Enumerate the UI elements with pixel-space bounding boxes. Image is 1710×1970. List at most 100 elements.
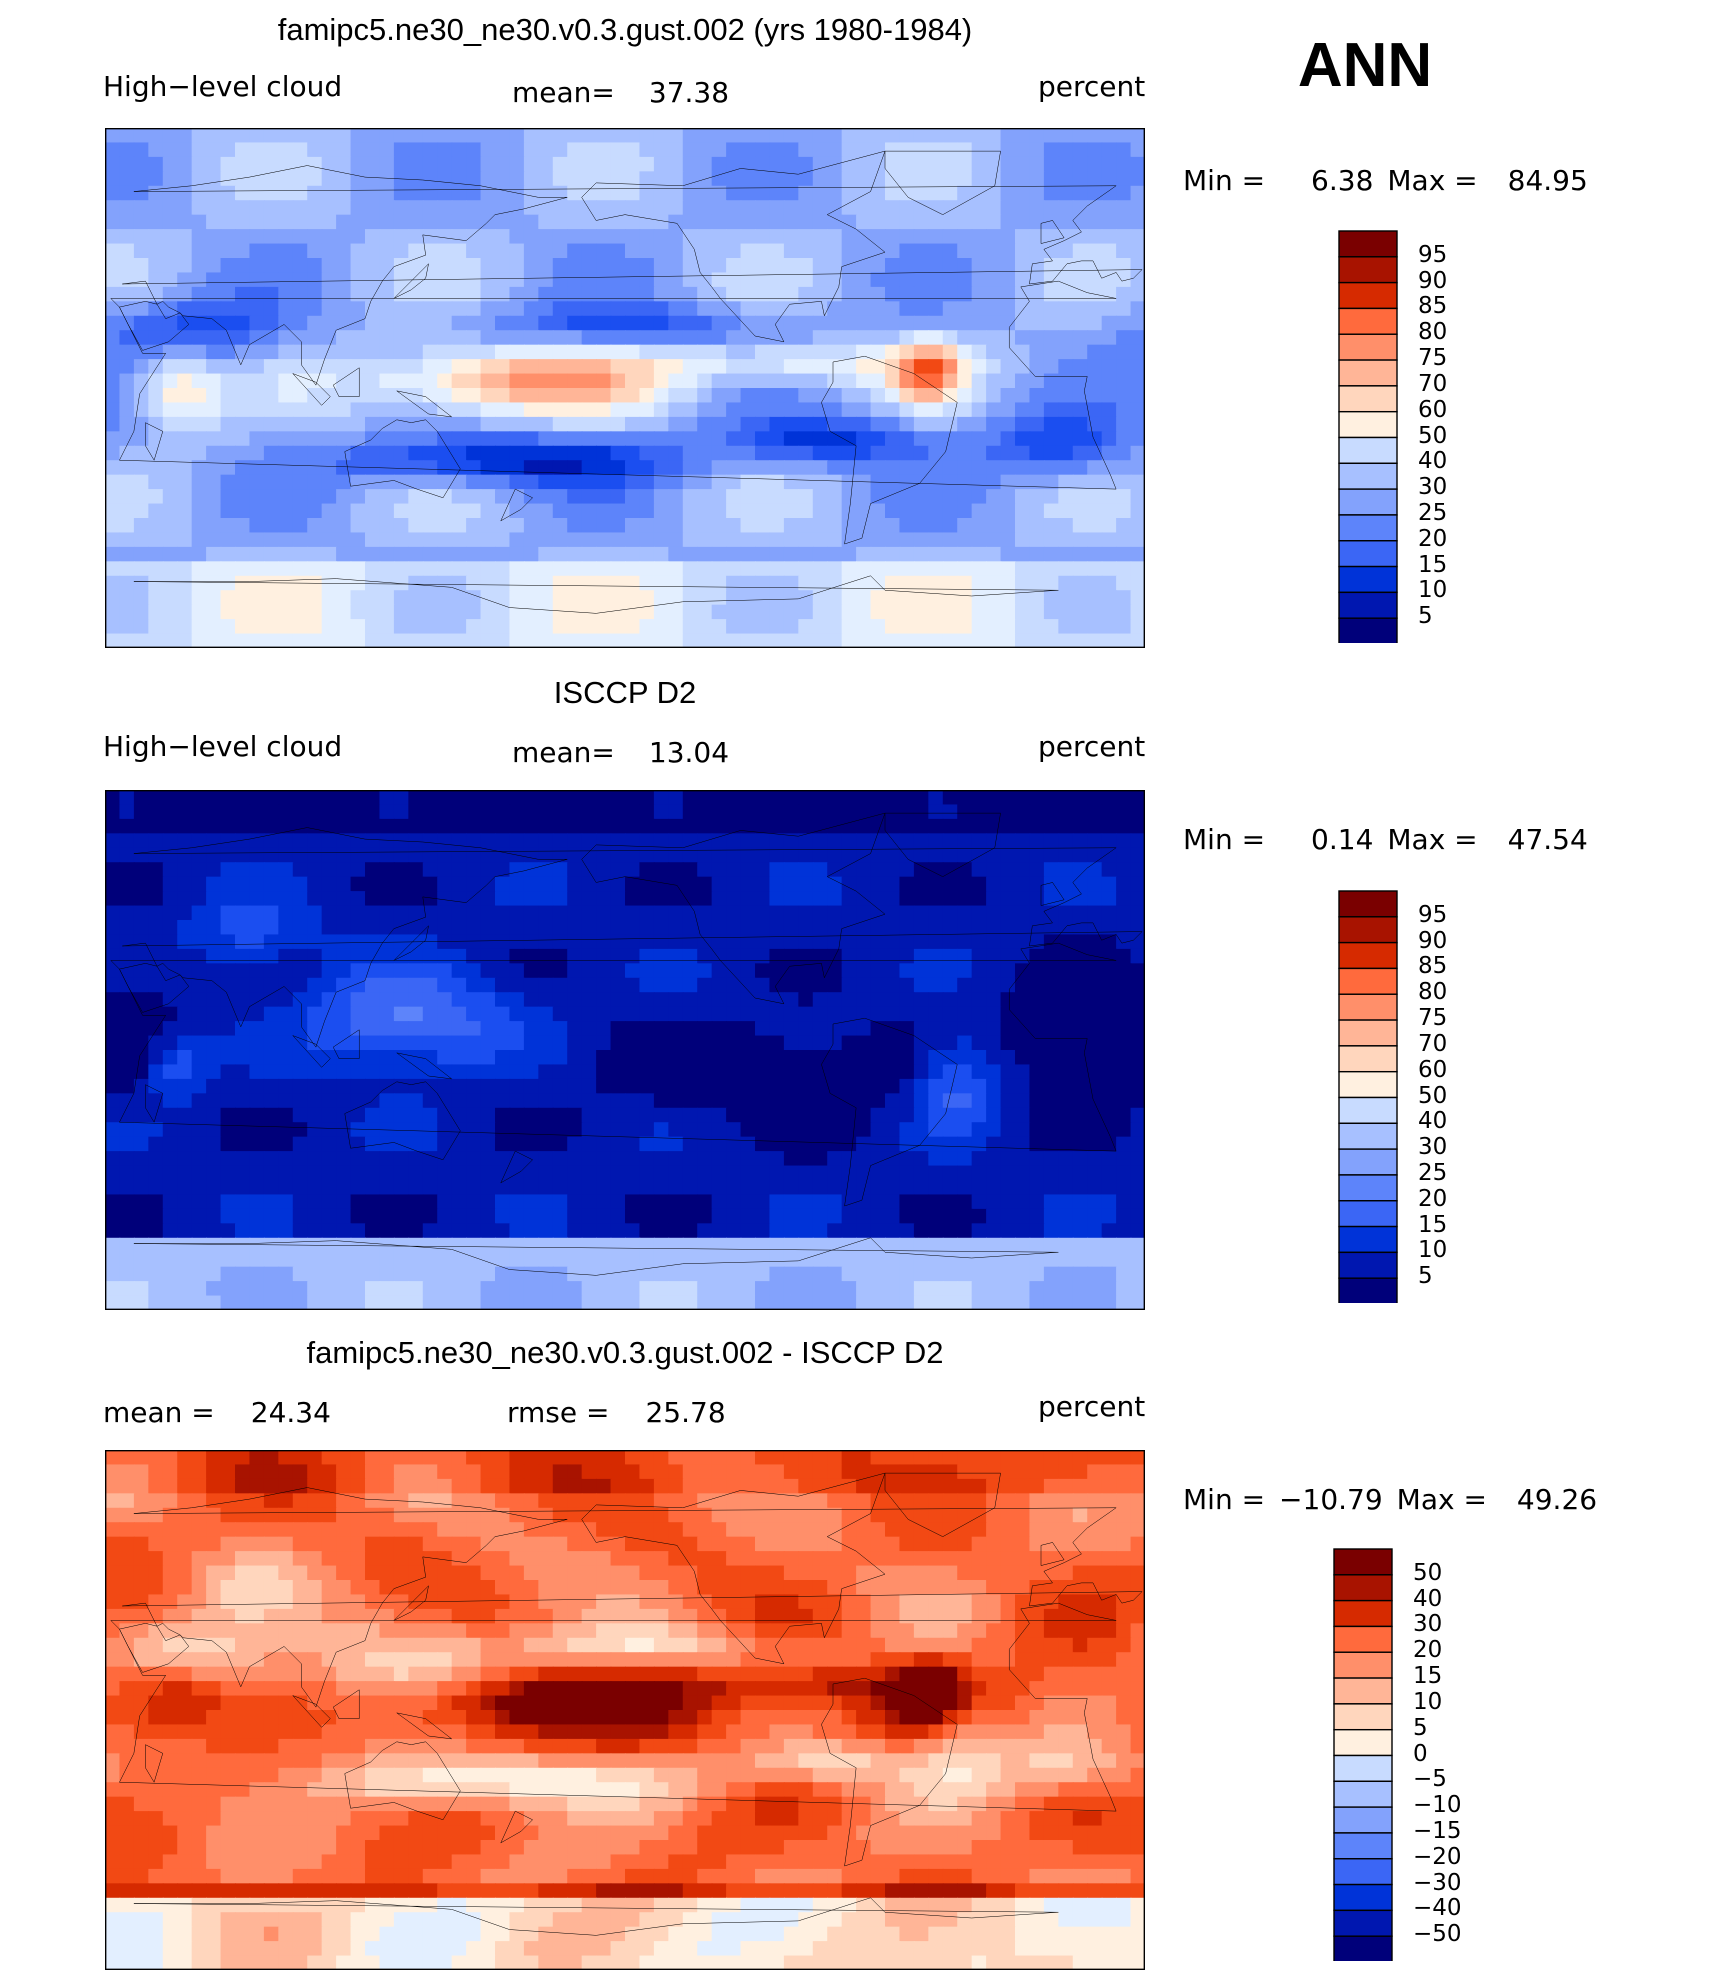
- panel1-cell: [263, 402, 280, 418]
- panel1-cell: [899, 359, 915, 375]
- panel2-cell: [451, 891, 467, 907]
- panel2-cell: [870, 833, 886, 849]
- panel2-cell: [422, 1021, 439, 1037]
- panel2-cell: [885, 818, 901, 835]
- panel2-cell: [119, 804, 135, 820]
- panel1-cell: [1101, 286, 1117, 303]
- panel2-cell: [1058, 1151, 1074, 1167]
- panel1-cell: [740, 575, 756, 592]
- panel1-cell: [682, 272, 699, 288]
- panel2-cell: [870, 1223, 886, 1239]
- panel2-cell: [1000, 1180, 1016, 1196]
- panel2-cell: [567, 804, 583, 820]
- panel1-cell: [119, 503, 135, 519]
- panel2-cell: [1000, 1021, 1016, 1037]
- panel1-cell: [740, 546, 756, 563]
- panel1-cell: [1130, 272, 1145, 288]
- panel1-cell: [422, 315, 439, 332]
- panel2-cell: [437, 818, 453, 835]
- panel1-cell: [495, 460, 511, 476]
- panel1-cell: [191, 359, 207, 375]
- panel1-cell: [379, 243, 395, 259]
- panel1-cell: [191, 128, 207, 144]
- panel2-cell: [1015, 1194, 1031, 1210]
- panel2-cell: [567, 1107, 583, 1124]
- panel2-cell: [148, 1021, 164, 1037]
- panel2-cell: [292, 818, 309, 835]
- panel1-cell: [986, 301, 1002, 317]
- panel1-cell: [350, 229, 366, 245]
- panel1-cell: [206, 373, 222, 389]
- panel2-cell: [942, 1050, 959, 1066]
- panel2-cell: [913, 1208, 930, 1225]
- panel2-cell: [755, 891, 771, 907]
- panel1-cell: [986, 489, 1002, 505]
- panel2-cell: [755, 1006, 771, 1022]
- panel1-cell: [466, 503, 482, 519]
- panel1-cell: [971, 546, 987, 563]
- panel1-cell: [697, 532, 713, 548]
- panel1-cell: [365, 518, 381, 534]
- panel2-cell: [1029, 818, 1045, 835]
- panel1-cell: [1101, 344, 1117, 360]
- panel1-cell: [177, 258, 193, 274]
- panel1-cell: [495, 633, 511, 648]
- panel1-cell: [249, 532, 265, 548]
- panel2-cell: [639, 1136, 655, 1152]
- panel1-cell: [913, 301, 930, 317]
- panel2-cell: [162, 818, 179, 835]
- panel1-cell: [769, 416, 785, 433]
- panel1-cell: [162, 619, 179, 635]
- panel1-cell: [133, 604, 150, 620]
- panel2-cell: [856, 876, 872, 892]
- panel2-cell: [769, 905, 785, 921]
- panel1-cell: [437, 286, 453, 303]
- panel2-cell: [567, 1078, 583, 1095]
- panel1-cell: [957, 474, 973, 490]
- panel1-cell: [942, 431, 959, 447]
- panel1-cell: [653, 445, 670, 462]
- panel2-cell: [899, 1223, 915, 1239]
- panel2-cell: [235, 862, 251, 878]
- panel2-cell: [1087, 934, 1103, 950]
- panel1-cell: [509, 575, 525, 592]
- panel1-cell: [711, 258, 727, 274]
- panel2-cell: [682, 1136, 699, 1152]
- panel1-cell: [668, 128, 684, 144]
- panel2-cell: [321, 977, 337, 994]
- panel2-cell: [899, 1122, 915, 1138]
- panel2-cell: [812, 920, 829, 936]
- panel2-cell: [1000, 1078, 1016, 1095]
- panel1-cell: [783, 286, 800, 303]
- panel2-cell: [957, 1180, 973, 1196]
- panel2-cell: [610, 1064, 626, 1080]
- panel2-cell: [495, 1208, 511, 1225]
- panel1-cell: [567, 416, 583, 433]
- panel1-cell: [856, 229, 872, 245]
- panel1-cell: [697, 229, 713, 245]
- panel2-cell: [1000, 963, 1016, 979]
- panel1-cell: [755, 142, 771, 158]
- panel1-cell: [653, 619, 670, 635]
- panel2-cell: [942, 818, 959, 835]
- panel2-cell: [162, 1006, 179, 1022]
- panel2-cell: [610, 1035, 626, 1051]
- panel1-cell: [711, 503, 727, 519]
- panel1-cell: [870, 243, 886, 259]
- panel2-cell: [249, 818, 265, 835]
- panel2-cell: [263, 920, 280, 936]
- panel2-cell: [538, 1050, 554, 1066]
- panel1-cell: [1029, 301, 1045, 317]
- panel1-cell: [278, 604, 294, 620]
- panel1-cell: [408, 388, 424, 404]
- panel1-cell: [495, 315, 511, 332]
- panel1-cell: [1116, 416, 1132, 433]
- panel2-cell: [726, 1122, 742, 1138]
- panel1-cell: [177, 604, 193, 620]
- panel2-cell: [798, 905, 814, 921]
- panel1-cell: [639, 243, 655, 259]
- panel2-cell: [379, 1064, 395, 1080]
- panel1-cell: [523, 546, 540, 563]
- panel2-cell: [133, 1050, 150, 1066]
- panel2-cell: [653, 1035, 670, 1051]
